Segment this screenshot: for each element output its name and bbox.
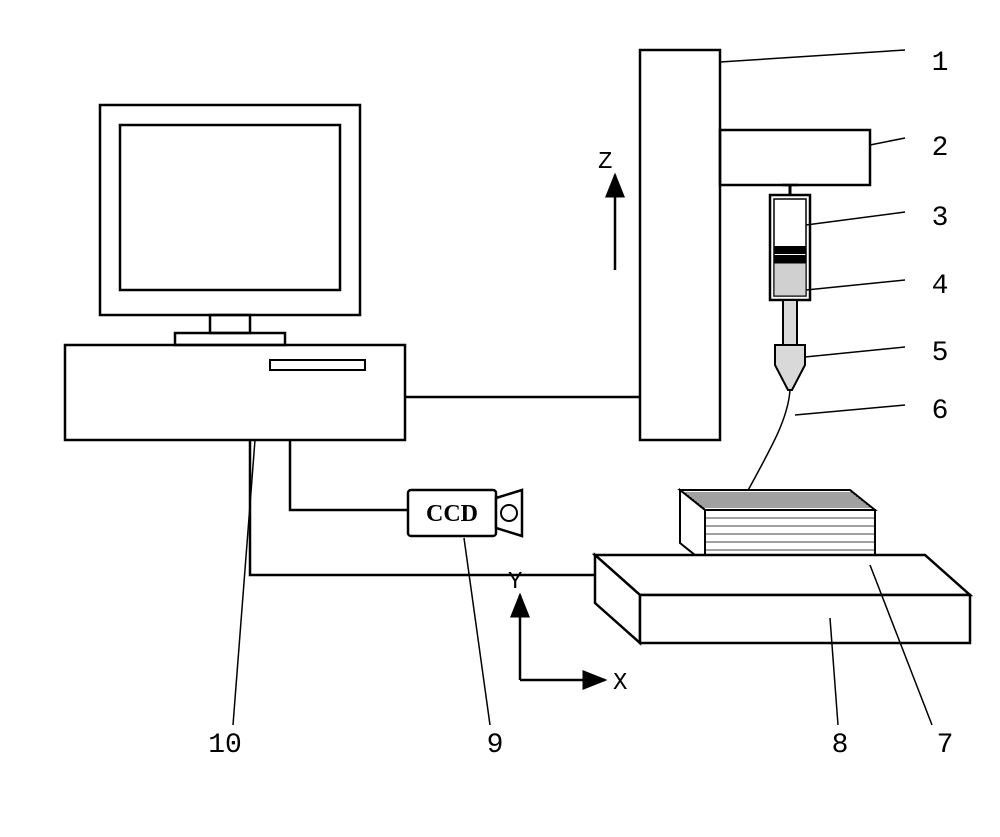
y-axis-arrow: Y — [508, 569, 522, 680]
callout-2: 2 — [932, 133, 949, 164]
x-axis-label: X — [613, 670, 627, 697]
callout-1: 1 — [932, 48, 949, 79]
workpiece — [680, 490, 875, 563]
callout-8: 8 — [832, 730, 849, 761]
ccd-label: CCD — [426, 501, 478, 527]
z-axis-column — [640, 50, 720, 440]
connection-wires — [250, 397, 640, 575]
callout-9: 9 — [487, 730, 504, 761]
ccd-camera: CCD — [408, 490, 522, 536]
callout-3: 3 — [932, 203, 949, 234]
callout-10: 10 — [208, 730, 242, 761]
callout-5: 5 — [932, 338, 949, 369]
extrusion-filament — [740, 390, 790, 505]
syringe-assembly — [770, 185, 810, 390]
computer-monitor — [100, 105, 360, 345]
platform — [595, 555, 970, 643]
z-axis-arrow: Z — [598, 149, 615, 270]
callout-labels: 1 2 3 4 5 6 7 8 9 10 — [208, 48, 953, 761]
x-axis-arrow: X — [520, 670, 627, 697]
callout-7: 7 — [937, 730, 954, 761]
mounting-arm — [720, 130, 870, 185]
callout-4: 4 — [932, 271, 949, 302]
y-axis-label: Y — [508, 569, 522, 596]
diagram-container: CCD Z Y X 1 2 3 4 5 6 7 — [0, 0, 1000, 837]
computer-tower — [65, 345, 405, 440]
schematic-svg: CCD Z Y X 1 2 3 4 5 6 7 — [0, 0, 1000, 837]
z-axis-label: Z — [598, 149, 612, 176]
callout-6: 6 — [932, 396, 949, 427]
